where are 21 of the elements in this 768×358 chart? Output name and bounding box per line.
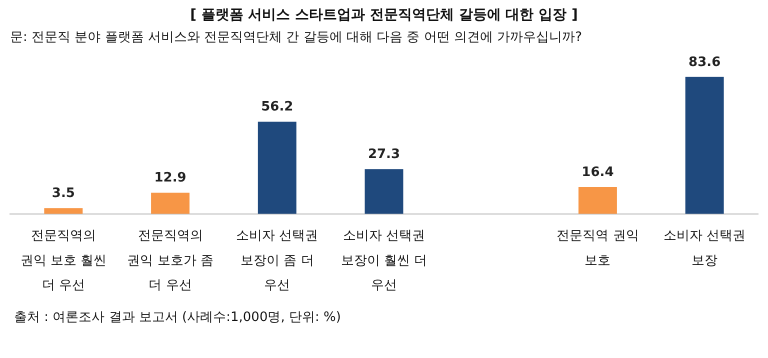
bar bbox=[578, 187, 617, 214]
source-note: 출처 : 여론조사 결과 보고서 (사례수:1,000명, 단위: %) bbox=[14, 309, 342, 326]
data-label: 27.3 bbox=[368, 147, 400, 162]
data-label: 56.2 bbox=[261, 100, 294, 115]
bar bbox=[258, 122, 296, 214]
chart-subtitle: 문: 전문직 분야 플랫폼 서비스와 전문직역단체 간 갈등에 대해 다음 중 어떤 의견에 가까우십니까? bbox=[10, 29, 583, 46]
bar bbox=[44, 208, 83, 214]
data-label: 16.4 bbox=[582, 164, 614, 180]
data-label: 83.6 bbox=[688, 54, 721, 70]
bar bbox=[151, 192, 190, 214]
x-tick-label: 전문직역 권익 보호 bbox=[556, 228, 639, 268]
bar bbox=[364, 169, 404, 214]
x-tick-label: 소비자 선택권 보장 bbox=[664, 228, 746, 268]
x-tick-label: 전문직역의 권익 보호가 좀 더 우선 bbox=[127, 228, 214, 294]
x-tick-label: 소비자 선택권 보장이 좀 더 우선 bbox=[236, 228, 318, 294]
x-tick-label: 소비자 선택권 보장이 훨씬 더 우선 bbox=[340, 228, 428, 294]
chart-title: [ 플랫폼 서비스 스타트업과 전문직역단체 갈등에 대한 입장 ] bbox=[189, 6, 579, 24]
data-label: 12.9 bbox=[154, 170, 186, 186]
data-label: 3.5 bbox=[52, 186, 75, 202]
x-tick-label: 전문직역의 권익 보호 훨씬 더 우선 bbox=[20, 228, 107, 294]
bar bbox=[685, 76, 724, 214]
